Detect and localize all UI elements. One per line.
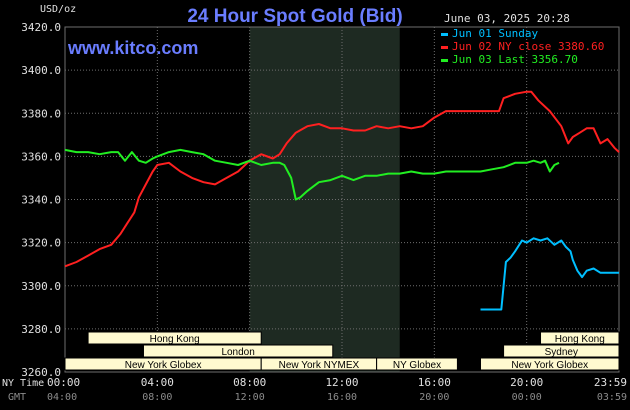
x-tick-gmt-3: 16:00 bbox=[327, 392, 357, 403]
x-tick-gmt-6: 03:59 bbox=[597, 392, 627, 403]
x-tick-ny-3: 12:00 bbox=[325, 376, 358, 389]
session-bar-7 bbox=[480, 357, 620, 371]
y-tick-label-4: 3340.0 bbox=[21, 194, 61, 207]
series-line-2 bbox=[64, 148, 560, 201]
x-tick-ny-2: 08:00 bbox=[233, 376, 266, 389]
ny-time-row-label: NY Time bbox=[2, 378, 44, 389]
session-label-0: Hong Kong bbox=[150, 334, 200, 345]
session-label-3: New York NYMEX bbox=[279, 360, 360, 371]
trading-sessions: Hong Kong London New York Globex New York N… bbox=[64, 331, 620, 371]
y-tick-label-7: 3280.0 bbox=[21, 323, 61, 336]
legend-entry-1: Jun 02 NY close 3380.60 bbox=[452, 40, 604, 53]
timestamp: June 03, 2025 20:28 bbox=[444, 12, 570, 25]
legend-swatch-1 bbox=[441, 46, 448, 49]
x-tick-ny-5: 20:00 bbox=[510, 376, 543, 389]
y-tick-label-8: 3260.0 bbox=[21, 366, 61, 379]
legend-entry-0: Jun 01 Sunday bbox=[452, 27, 538, 40]
y-tick-label-3: 3360.0 bbox=[21, 150, 61, 163]
chart-title: 24 Hour Spot Gold (Bid) bbox=[187, 6, 402, 27]
series-line-1 bbox=[64, 90, 620, 268]
y-tick-label-0: 3420.0 bbox=[21, 21, 61, 34]
gmt-row-label: GMT bbox=[8, 392, 26, 403]
legend-swatch-0 bbox=[441, 33, 448, 36]
session-label-1: London bbox=[221, 347, 254, 358]
session-bar-0 bbox=[87, 331, 262, 345]
session-label-6: Sydney bbox=[545, 347, 578, 358]
session-label-7: New York Globex bbox=[511, 360, 588, 371]
gridlines bbox=[64, 26, 620, 373]
series-line-0 bbox=[480, 237, 619, 311]
x-axis: 00:00 04:00 08:00 12:00 16:00 20:00 23:59 04:00… bbox=[2, 376, 627, 403]
session-label-4: NY Globex bbox=[393, 360, 441, 371]
session-bar-4 bbox=[376, 357, 458, 371]
x-tick-ny-6: 23:59 bbox=[594, 376, 627, 389]
y-axis: 3420.0 3400.0 3380.0 3360.0 3340.0 3320.0 3300… bbox=[21, 21, 61, 379]
session-bar-5 bbox=[540, 331, 620, 345]
y-tick-label-5: 3320.0 bbox=[21, 237, 61, 250]
x-tick-ny-4: 16:00 bbox=[418, 376, 451, 389]
y-tick-label-1: 3400.0 bbox=[21, 64, 61, 77]
x-tick-ny-0: 00:00 bbox=[47, 376, 80, 389]
x-tick-gmt-4: 20:00 bbox=[419, 392, 449, 403]
session-bar-6 bbox=[503, 344, 620, 358]
price-series bbox=[64, 90, 620, 311]
session-bar-1 bbox=[142, 344, 334, 358]
x-tick-gmt-0: 04:00 bbox=[47, 392, 77, 403]
y-tick-label-2: 3380.0 bbox=[21, 107, 61, 120]
x-tick-gmt-1: 08:00 bbox=[142, 392, 172, 403]
x-tick-gmt-5: 00:00 bbox=[512, 392, 542, 403]
legend-swatch-2 bbox=[441, 59, 448, 62]
y-tick-label-6: 3300.0 bbox=[21, 280, 61, 293]
legend-entry-2: Jun 03 Last 3356.70 bbox=[452, 53, 578, 66]
session-label-2: New York Globex bbox=[125, 360, 202, 371]
session-label-5: Hong Kong bbox=[555, 334, 605, 345]
brand-link[interactable]: www.kitco.com bbox=[67, 38, 198, 58]
x-tick-ny-1: 04:00 bbox=[141, 376, 174, 389]
plot-frame bbox=[64, 26, 620, 373]
y-axis-unit-label: USD/oz bbox=[40, 4, 76, 15]
x-tick-gmt-2: 12:00 bbox=[235, 392, 265, 403]
